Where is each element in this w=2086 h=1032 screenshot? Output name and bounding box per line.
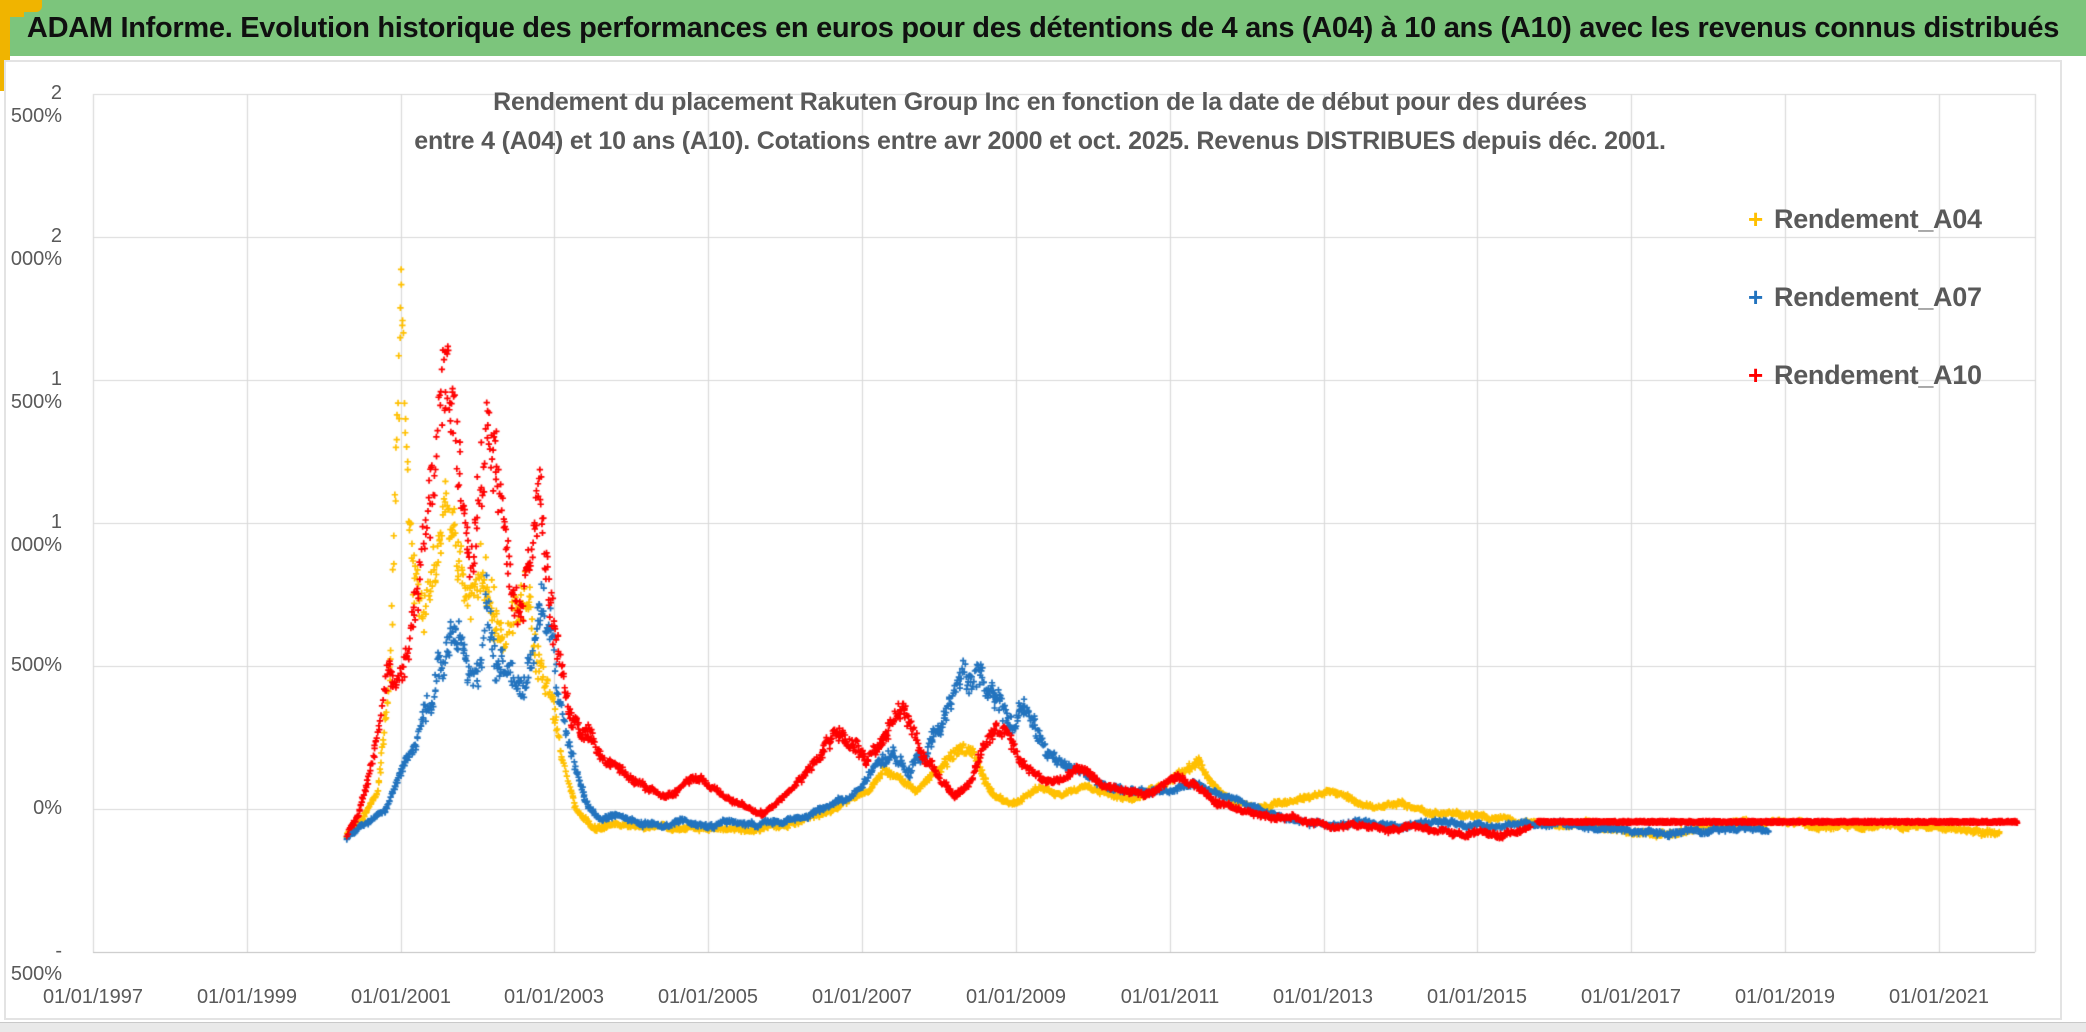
legend-label: Rendement_A04: [1774, 203, 1982, 234]
y-axis-tick: 1 500%: [10, 368, 62, 413]
y-axis-tick: - 500%: [10, 940, 62, 985]
y-axis-tick: 2 500%: [10, 82, 62, 127]
legend-item-rendement-a07[interactable]: + Rendement_A07: [1748, 280, 1982, 314]
plus-marker-icon: +: [1748, 282, 1764, 312]
x-axis-tick: 01/01/2015: [1426, 986, 1528, 1008]
x-axis-tick: 01/01/2003: [503, 986, 605, 1008]
x-axis-tick: 01/01/1997: [42, 986, 144, 1008]
x-axis-tick: 01/01/2009: [965, 986, 1067, 1008]
x-axis-tick: 01/01/2017: [1580, 986, 1682, 1008]
legend-item-rendement-a10[interactable]: + Rendement_A10: [1748, 358, 1982, 392]
chart-title-line1: Rendement du placement Rakuten Group Inc…: [493, 88, 1587, 116]
chart-legend: + Rendement_A04 + Rendement_A07 + Rendem…: [1748, 202, 1982, 436]
x-axis-tick: 01/01/2021: [1888, 986, 1990, 1008]
x-axis-tick: 01/01/2013: [1272, 986, 1374, 1008]
x-axis-tick: 01/01/2005: [657, 986, 759, 1008]
y-axis-tick: 1 000%: [10, 511, 62, 556]
y-axis-tick: 2 000%: [10, 225, 62, 270]
x-axis-tick: 01/01/2001: [350, 986, 452, 1008]
legend-label: Rendement_A10: [1774, 359, 1982, 390]
x-axis-tick: 01/01/1999: [196, 986, 298, 1008]
x-axis-tick: 01/01/2019: [1734, 986, 1836, 1008]
x-axis-tick: 01/01/2011: [1120, 986, 1220, 1008]
legend-label: Rendement_A07: [1774, 281, 1982, 312]
y-axis-tick: 500%: [10, 654, 62, 676]
plus-marker-icon: +: [1748, 360, 1764, 390]
legend-item-rendement-a04[interactable]: + Rendement_A04: [1748, 202, 1982, 236]
plus-marker-icon: +: [1748, 204, 1764, 234]
x-axis-tick: 01/01/2007: [811, 986, 913, 1008]
y-axis-tick: 0%: [33, 797, 62, 819]
chart-title-line2: entre 4 (A04) et 10 ans (A10). Cotations…: [414, 127, 1666, 155]
